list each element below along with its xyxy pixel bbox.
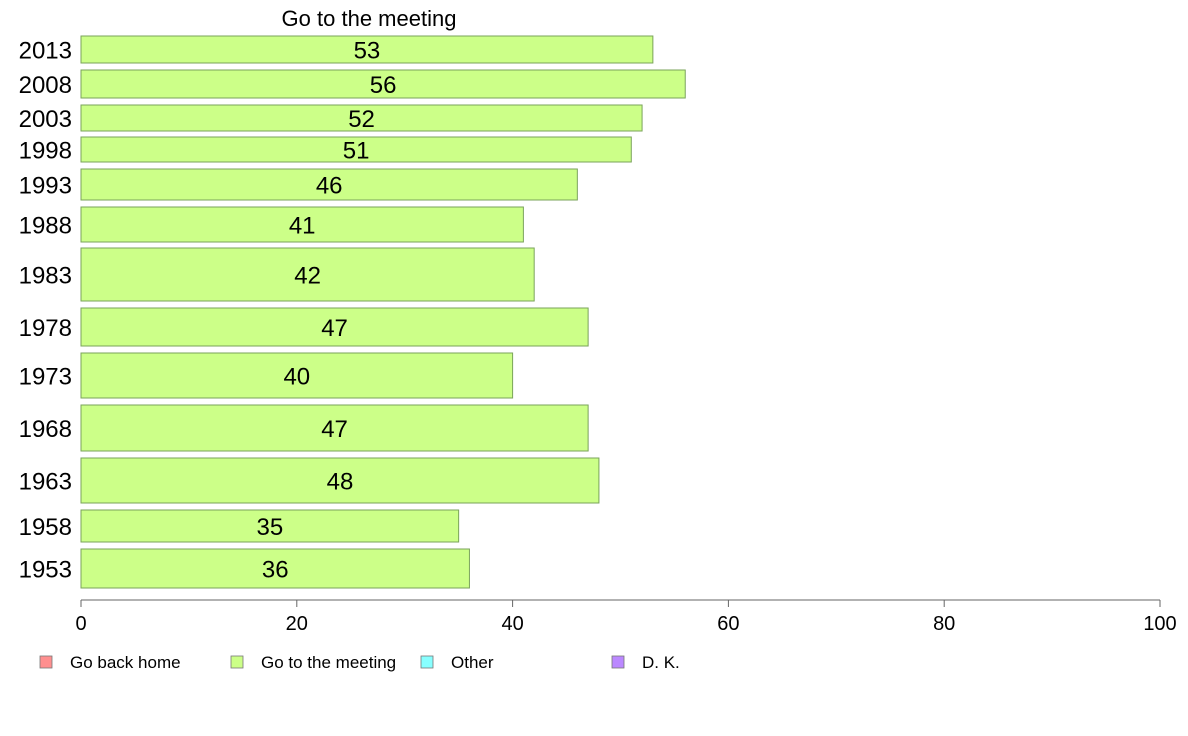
value-label-1993: 46 <box>316 173 343 200</box>
bar-1968 <box>80 404 589 452</box>
value-label-1988: 41 <box>289 213 316 240</box>
bar-1958 <box>80 509 460 543</box>
legend-label-d-k: D. K. <box>642 653 680 672</box>
legend-swatch-other <box>420 655 434 669</box>
value-label-1963: 48 <box>327 469 354 496</box>
bar-1963 <box>80 457 600 504</box>
category-label-1998: 1998 <box>19 138 72 165</box>
value-label-1983: 42 <box>294 263 321 290</box>
bars-group: 53 2013 56 2008 52 2003 51 1998 46 1993 41 1988 42 19… <box>19 35 686 589</box>
x-tick-label-80: 80 <box>933 613 955 635</box>
category-label-1953: 1953 <box>19 557 72 584</box>
bar-1953 <box>80 548 470 589</box>
x-axis: 0 20 40 60 80 100 <box>75 599 1177 635</box>
legend-swatch-go-to-the-meeting <box>230 655 244 669</box>
bar-1998 <box>80 136 632 163</box>
value-label-1968: 47 <box>321 416 348 443</box>
category-label-1978: 1978 <box>19 315 72 342</box>
category-label-1983: 1983 <box>19 263 72 290</box>
bar-1978 <box>80 307 589 347</box>
category-label-1963: 1963 <box>19 469 72 496</box>
category-label-1958: 1958 <box>19 514 72 541</box>
value-label-1998: 51 <box>343 138 370 165</box>
x-tick-label-20: 20 <box>286 613 308 635</box>
legend: Go back home Go to the meeting Other D. K. <box>39 653 680 672</box>
value-label-2003: 52 <box>348 106 375 133</box>
bar-1993 <box>80 168 578 201</box>
bar-1983 <box>80 247 535 302</box>
category-label-1973: 1973 <box>19 364 72 391</box>
value-label-1978: 47 <box>321 315 348 342</box>
x-tick-label-0: 0 <box>75 613 86 635</box>
x-tick-label-40: 40 <box>501 613 523 635</box>
chart-title: Go to the meeting <box>282 6 457 31</box>
value-label-2013: 53 <box>354 38 381 65</box>
category-label-1993: 1993 <box>19 173 72 200</box>
bar-1988 <box>80 206 524 243</box>
bar-2003 <box>80 104 643 132</box>
x-tick-label-100: 100 <box>1143 613 1176 635</box>
category-label-1968: 1968 <box>19 416 72 443</box>
category-label-2008: 2008 <box>19 72 72 99</box>
legend-swatch-d-k <box>611 655 625 669</box>
legend-label-other: Other <box>451 653 494 672</box>
value-label-1958: 35 <box>256 514 283 541</box>
category-label-2003: 2003 <box>19 106 72 133</box>
legend-label-go-back-home: Go back home <box>70 653 181 672</box>
bar-1973 <box>80 352 514 399</box>
value-label-1953: 36 <box>262 557 289 584</box>
value-label-2008: 56 <box>370 72 397 99</box>
legend-swatch-go-back-home <box>39 655 53 669</box>
x-tick-label-60: 60 <box>717 613 739 635</box>
bar-2013 <box>80 35 654 64</box>
bar-2008 <box>80 69 686 99</box>
category-label-2013: 2013 <box>19 38 72 65</box>
legend-label-go-to-the-meeting: Go to the meeting <box>261 653 396 672</box>
value-label-1973: 40 <box>283 364 310 391</box>
category-label-1988: 1988 <box>19 213 72 240</box>
